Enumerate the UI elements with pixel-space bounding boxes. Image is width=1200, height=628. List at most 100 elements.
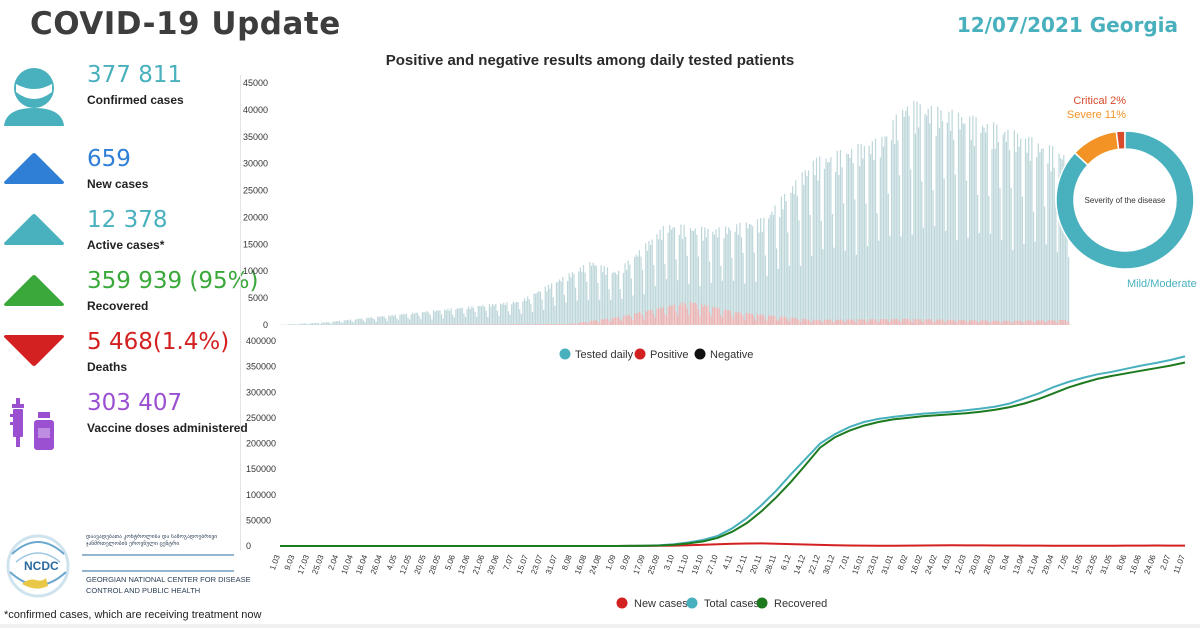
positive-bar <box>659 307 661 325</box>
tested-bar <box>989 233 992 325</box>
positive-bar <box>570 323 572 325</box>
positive-bar <box>866 322 869 325</box>
legend-label: New cases <box>634 598 688 610</box>
line-x-tick-label: 23.05 <box>1084 553 1099 575</box>
positive-bar <box>790 317 792 325</box>
tested-bar <box>801 172 803 325</box>
bar-y-tick-label: 45000 <box>243 78 268 88</box>
tested-bar <box>665 279 668 325</box>
tested-bar <box>399 314 401 325</box>
positive-bar <box>549 324 551 325</box>
positive-bar <box>793 318 795 325</box>
tested-bar <box>1016 133 1019 325</box>
line-x-tick-label: 13.04 <box>1011 553 1026 575</box>
positive-bar <box>605 319 607 325</box>
tested-bar <box>930 106 932 325</box>
positive-bar <box>964 320 966 325</box>
positive-bar <box>455 324 457 325</box>
tested-bar <box>536 292 538 325</box>
tested-bar <box>401 314 403 325</box>
positive-bar <box>490 324 492 325</box>
line-x-tick-label: 10.04 <box>340 553 355 575</box>
positive-bar <box>886 319 888 325</box>
tested-bar <box>889 236 891 325</box>
stat-value: 5 468(1.4%) <box>87 329 230 355</box>
tested-bar <box>940 110 942 325</box>
tested-bar <box>373 319 376 325</box>
positive-bar <box>421 324 423 325</box>
positive-bar <box>748 313 751 325</box>
positive-bar <box>996 320 998 325</box>
positive-bar <box>906 318 909 325</box>
positive-bar <box>630 317 633 325</box>
tested-bar <box>1047 163 1049 325</box>
tested-bar <box>329 322 331 325</box>
positive-bar <box>685 304 687 325</box>
positive-bar <box>444 324 446 325</box>
tested-bar <box>584 272 586 325</box>
tested-bar <box>573 273 575 325</box>
tested-bar <box>972 115 974 325</box>
positive-bar <box>618 316 620 325</box>
positive-bar <box>828 319 830 325</box>
positive-bar <box>530 324 532 325</box>
positive-bar <box>989 322 992 325</box>
positive-bar <box>466 324 468 325</box>
positive-bar <box>780 316 782 325</box>
tested-bar <box>1053 167 1055 325</box>
triangle-down-icon <box>4 335 64 366</box>
tested-bar <box>873 160 875 325</box>
tested-bar <box>831 214 834 325</box>
tested-bar <box>675 259 677 325</box>
positive-bar <box>1015 321 1017 325</box>
positive-bar <box>1061 320 1063 325</box>
tested-bar <box>530 303 532 325</box>
positive-bar <box>782 317 784 325</box>
positive-bar <box>791 317 794 325</box>
tested-bar <box>843 203 845 325</box>
positive-bar <box>932 321 934 325</box>
tested-bar <box>535 293 537 325</box>
positive-bar <box>578 322 580 325</box>
stat-active-cases: 12 378 Active cases* <box>0 207 240 271</box>
syringe-vial-icon <box>10 398 54 450</box>
positive-bar <box>969 319 971 325</box>
tested-bar <box>1036 157 1038 325</box>
positive-bar <box>1042 320 1044 325</box>
tested-bar <box>431 319 433 325</box>
positive-bar <box>1032 322 1035 325</box>
tested-bar <box>1010 187 1012 325</box>
tested-bar <box>308 324 310 325</box>
positive-bar <box>988 322 990 325</box>
positive-bar <box>892 318 894 325</box>
tested-bar <box>565 302 567 325</box>
positive-bar <box>471 324 473 325</box>
tested-bar <box>405 313 408 325</box>
tested-bar <box>921 181 923 325</box>
tested-bar <box>610 299 612 325</box>
tested-bar <box>981 125 984 325</box>
tested-bar <box>415 312 417 325</box>
tested-bar <box>495 303 497 325</box>
positive-bar <box>747 313 749 325</box>
tested-bar <box>704 227 706 325</box>
tested-bar <box>914 133 917 325</box>
tested-bar <box>1004 132 1006 325</box>
positive-bar <box>1039 320 1041 325</box>
tested-bar <box>554 305 556 325</box>
tested-bar <box>404 314 406 325</box>
positive-bar <box>962 320 964 325</box>
tested-bar <box>779 217 781 325</box>
tested-bar <box>941 121 944 325</box>
tested-bar <box>546 291 548 325</box>
bar-y-tick-label: 25000 <box>243 186 268 196</box>
tested-bar <box>361 318 363 325</box>
positive-bar <box>496 324 498 325</box>
tested-bar <box>589 261 591 325</box>
positive-bar <box>736 311 738 325</box>
tested-bar <box>707 228 709 325</box>
positive-bar <box>994 321 996 325</box>
positive-bar <box>855 322 857 325</box>
positive-bar <box>681 305 684 325</box>
positive-bar <box>889 322 891 325</box>
